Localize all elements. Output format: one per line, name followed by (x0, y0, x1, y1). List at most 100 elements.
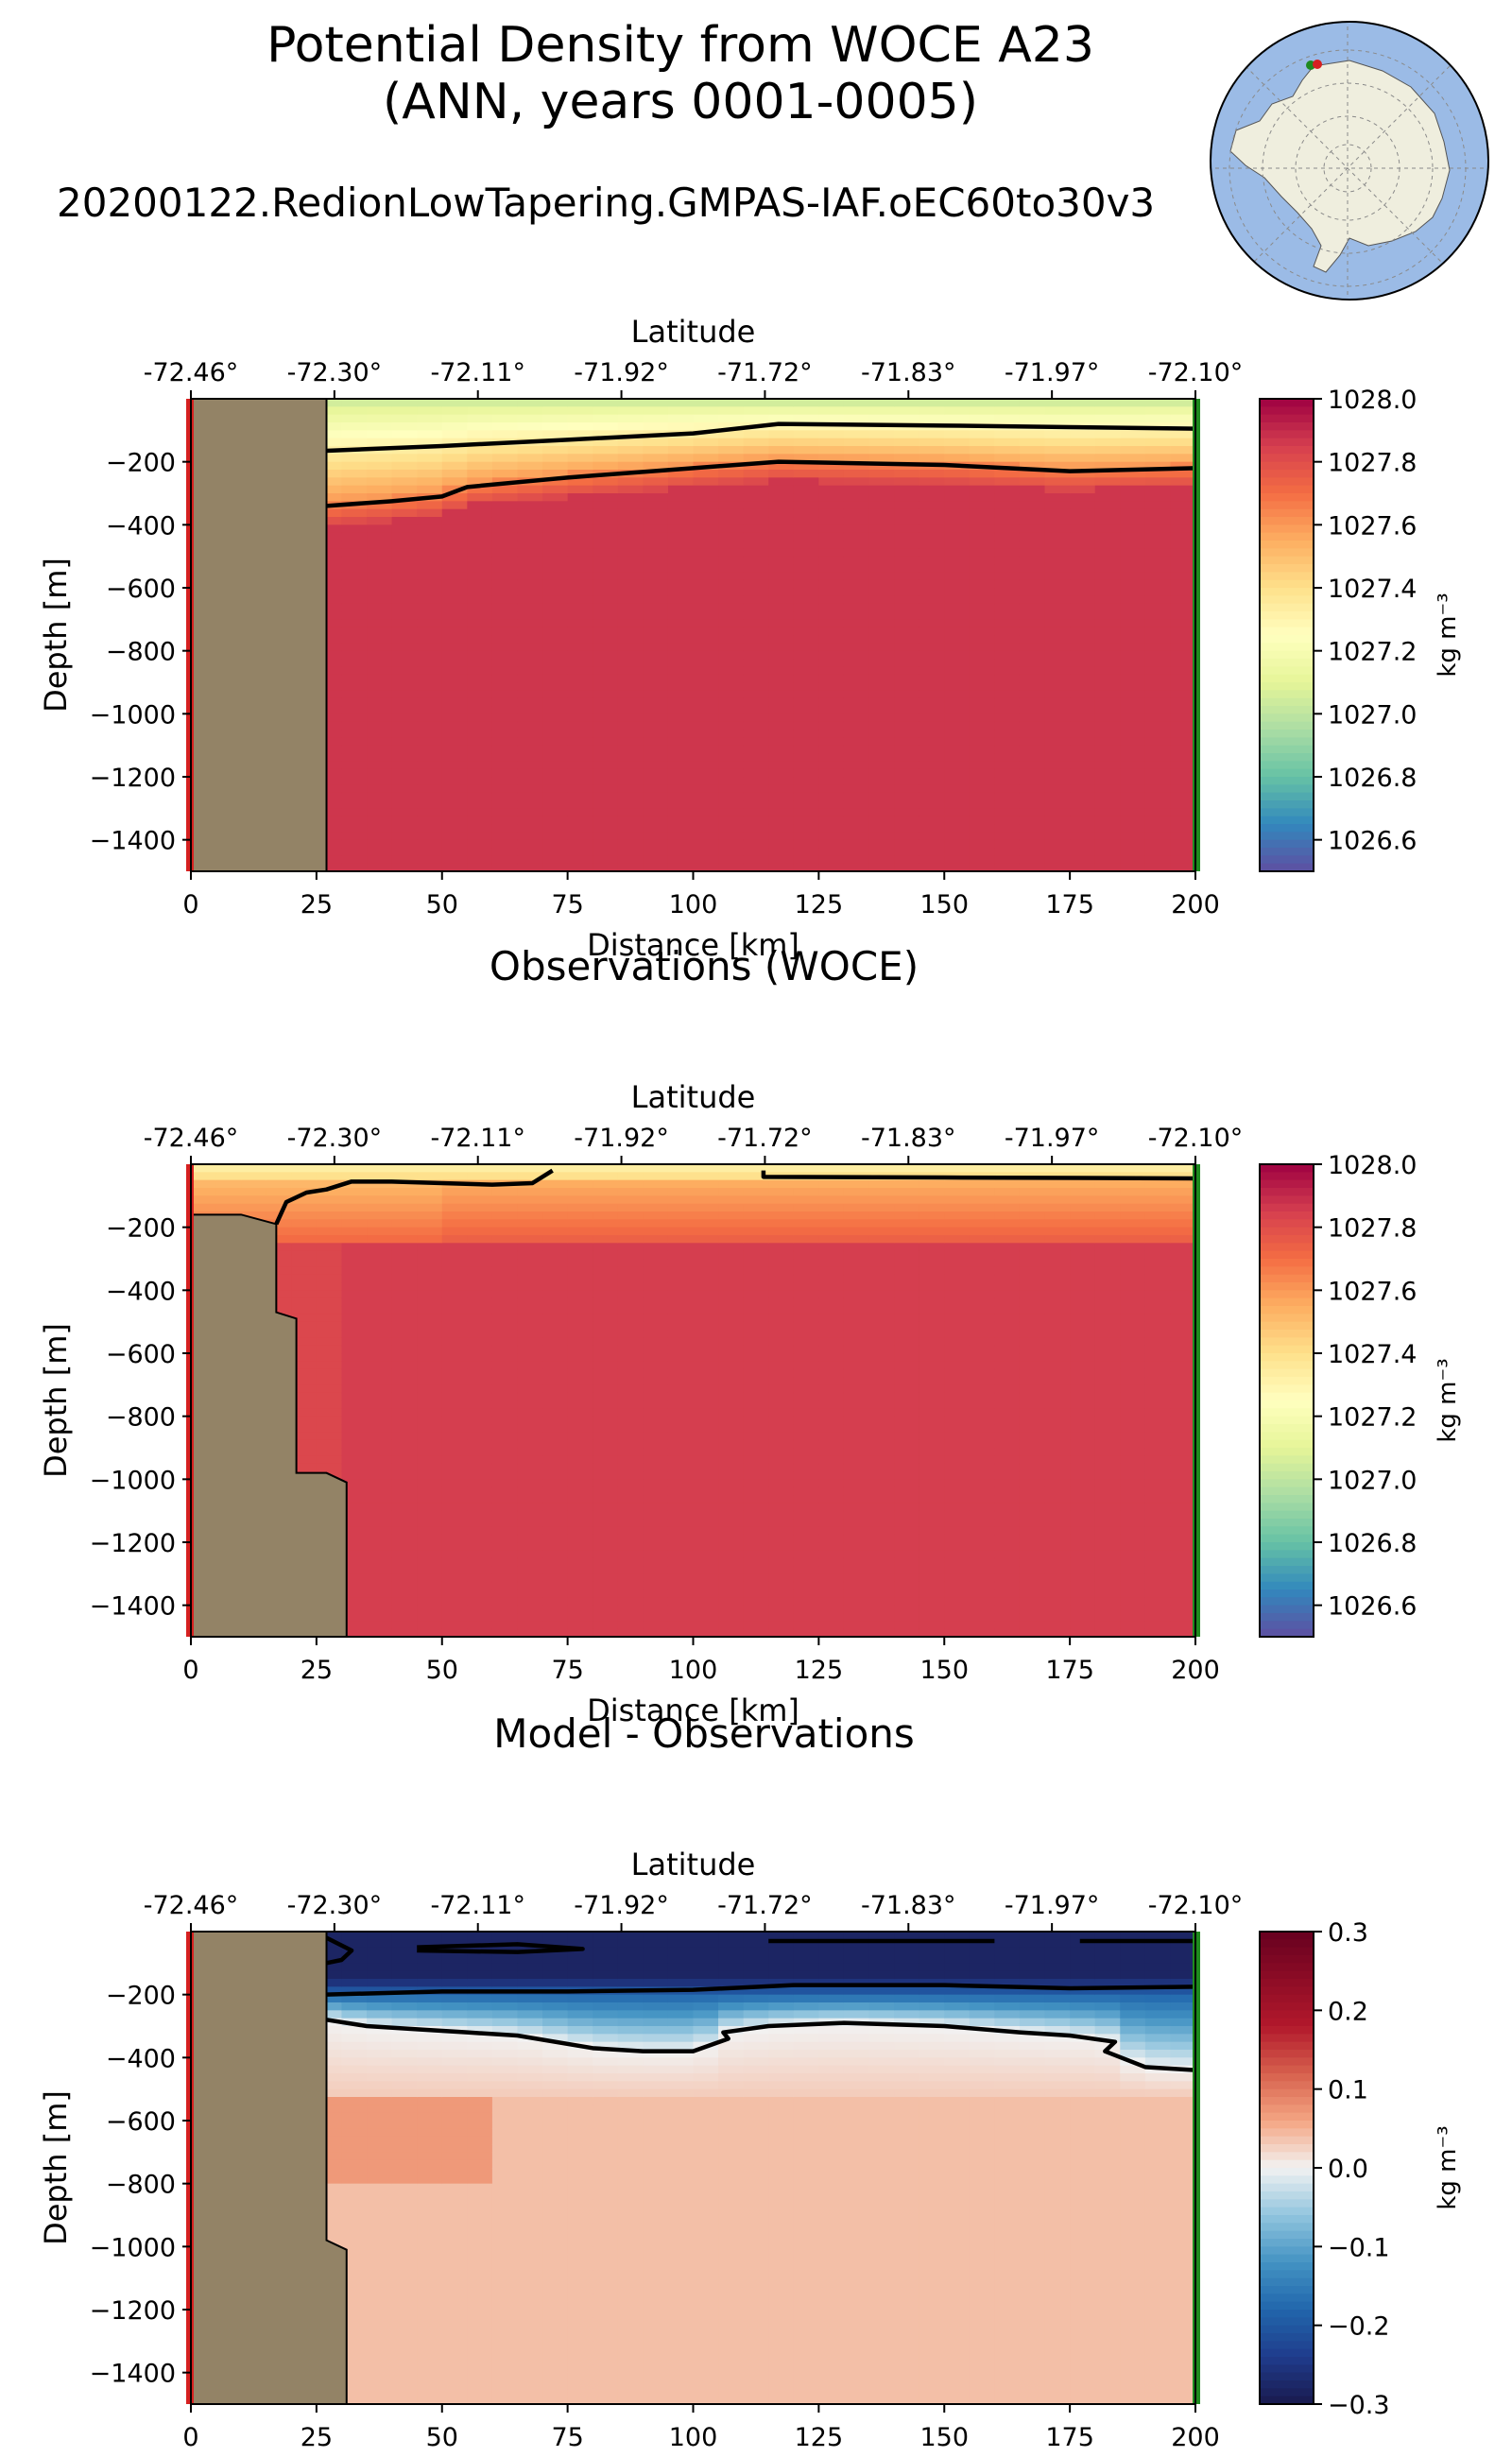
heatmap-cell (818, 1314, 845, 1323)
heatmap-cell (266, 1282, 292, 1291)
heatmap-cell (944, 832, 971, 841)
heatmap-cell (542, 1526, 569, 1536)
heatmap-cell (567, 1510, 593, 1520)
heatmap-cell (341, 588, 368, 596)
heatmap-cell (341, 1408, 368, 1418)
heatmap-cell (617, 635, 644, 644)
colorbar-segment (1260, 713, 1314, 723)
heatmap-cell (768, 706, 795, 714)
heatmap-cell (617, 1581, 644, 1590)
heatmap-cell (1144, 1384, 1172, 1394)
heatmap-cell (467, 627, 493, 636)
heatmap-cell (718, 768, 745, 778)
heatmap-cell (743, 501, 769, 510)
heatmap-cell (1120, 619, 1146, 628)
heatmap-cell (667, 1172, 695, 1181)
heatmap-cell (367, 477, 393, 487)
heatmap-cell (367, 1479, 393, 1488)
heatmap-cell (667, 745, 695, 754)
heatmap-cell (316, 713, 343, 723)
heatmap-cell (1070, 650, 1096, 660)
heatmap-cell (391, 697, 418, 707)
heatmap-cell (617, 761, 644, 770)
heatmap-cell (491, 1211, 519, 1220)
heatmap-cell (1044, 777, 1071, 785)
heatmap-cell (868, 1330, 895, 1338)
heatmap-cell (693, 816, 719, 825)
heatmap-cell (843, 784, 870, 794)
heatmap-cell (1070, 1519, 1096, 1527)
heatmap-cell (341, 824, 368, 833)
heatmap-cell (617, 1361, 644, 1370)
heatmap-cell (417, 1243, 443, 1252)
heatmap-cell (417, 1589, 443, 1598)
heatmap-cell (316, 541, 343, 549)
heatmap-cell (1144, 1408, 1172, 1418)
heatmap-cell (341, 666, 368, 676)
heatmap-cell (693, 1550, 719, 1559)
heatmap-cell (768, 1542, 795, 1551)
heatmap-cell (843, 808, 870, 817)
heatmap-cell (1170, 1455, 1196, 1465)
heatmap-cell (593, 1534, 619, 1543)
heatmap-cell (391, 541, 418, 549)
heatmap-cell (768, 461, 795, 471)
heatmap-cell (1044, 768, 1071, 778)
heatmap-cell (517, 627, 543, 636)
heatmap-cell (1120, 595, 1146, 605)
heatmap-cell (567, 1297, 593, 1307)
heatmap-cell (1144, 1368, 1172, 1378)
heatmap-cell (316, 493, 343, 502)
heatmap-cell (593, 1621, 619, 1630)
heatmap-cell (391, 1188, 418, 1196)
heatmap-cell (1094, 493, 1121, 502)
heatmap-cell (1120, 1534, 1146, 1543)
heatmap-cell (944, 572, 971, 581)
heatmap-cell (1120, 1266, 1146, 1276)
heatmap-cell (491, 1557, 519, 1567)
heatmap-cell (1144, 1448, 1172, 1456)
heatmap-cell (1120, 1361, 1146, 1370)
heatmap-cell (341, 643, 368, 652)
heatmap-cell (1144, 1243, 1172, 1252)
heatmap-cell (542, 1416, 569, 1425)
heatmap-cell (417, 1274, 443, 1283)
heatmap-cell (969, 1290, 995, 1299)
heatmap-cell (542, 524, 569, 534)
heatmap-cell (768, 477, 795, 487)
heatmap-cell (367, 1534, 393, 1543)
heatmap-cell (1019, 1250, 1046, 1260)
heatmap-cell (693, 1503, 719, 1512)
heatmap-cell (693, 1306, 719, 1314)
heatmap-cell (1144, 579, 1172, 589)
heatmap-cell (266, 1306, 292, 1314)
heatmap-cell (793, 414, 819, 423)
heatmap-cell (1070, 1439, 1096, 1449)
heatmap-cell (693, 682, 719, 691)
heatmap-cell (768, 745, 795, 754)
heatmap-cell (1044, 1314, 1071, 1323)
heatmap-cell (542, 1297, 569, 1307)
heatmap-cell (1070, 1597, 1096, 1606)
heatmap-cell (643, 1345, 669, 1354)
heatmap-cell (843, 1486, 870, 1496)
heatmap-cell (718, 730, 745, 738)
heatmap-cell (1070, 824, 1096, 833)
heatmap-cell (1144, 1510, 1172, 1520)
heatmap-cell (1170, 730, 1196, 738)
heatmap-cell (1044, 446, 1071, 455)
heatmap-cell (542, 1235, 569, 1244)
x-tick-label: 0 (182, 1656, 198, 1685)
heatmap-cell (517, 659, 543, 667)
heatmap-cell (467, 666, 493, 676)
heatmap-cell (1044, 635, 1071, 644)
y-tick-label: −1000 (90, 1466, 176, 1495)
heatmap-cell (1144, 697, 1172, 707)
colorbar-segment (1260, 406, 1314, 416)
heatmap-cell (542, 1448, 569, 1456)
heatmap-cell (843, 517, 870, 525)
heatmap-cell (1120, 611, 1146, 620)
heatmap-cell (969, 1400, 995, 1409)
heatmap-cell (693, 1573, 719, 1583)
heatmap-cell (743, 697, 769, 707)
